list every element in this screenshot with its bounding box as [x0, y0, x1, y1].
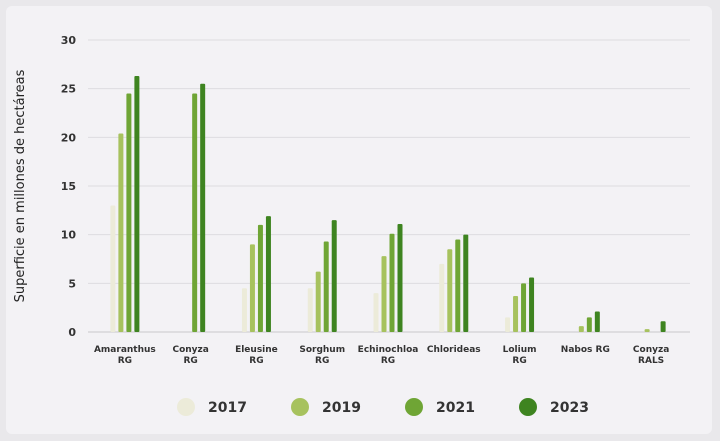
bar-2017-4	[373, 293, 379, 332]
bar-2019-3	[315, 271, 321, 332]
category-label: Amaranthus	[94, 345, 156, 355]
bar-2019-4	[381, 256, 387, 332]
bar-2017-0	[110, 205, 116, 332]
legend-swatch-2017	[177, 398, 195, 416]
bar-2021-4	[389, 233, 395, 332]
bar-2019-7	[578, 326, 584, 332]
bar-2021-6	[521, 283, 527, 332]
legend-swatch-2019	[291, 398, 309, 416]
bar-2021-2	[257, 224, 263, 332]
category-label: Echinochloa	[358, 345, 419, 355]
bar-2021-3	[323, 241, 329, 332]
bar-2023-0	[134, 76, 140, 332]
category-label: RG	[315, 356, 329, 366]
category-label: Chlorideas	[427, 345, 481, 355]
category-label: RG	[381, 356, 395, 366]
bar-2023-8	[660, 321, 666, 332]
bar-2023-3	[331, 220, 337, 332]
category-label: RG	[118, 356, 132, 366]
category-label: RG	[184, 356, 198, 366]
category-label: RG	[249, 356, 263, 366]
y-tick-label: 10	[61, 229, 77, 242]
legend-label-2021: 2021	[436, 400, 475, 416]
bar-2017-2	[241, 288, 247, 332]
y-tick-label: 15	[61, 180, 76, 193]
bar-2021-1	[192, 93, 198, 333]
category-label: Lolium	[503, 345, 537, 355]
bar-2019-0	[118, 133, 124, 332]
category-label: RG	[512, 356, 526, 366]
bar-2023-7	[594, 311, 600, 332]
y-tick-label: 25	[61, 83, 76, 96]
bar-2021-0	[126, 93, 132, 333]
bar-2019-6	[513, 295, 519, 332]
y-tick-label: 5	[68, 277, 76, 290]
bar-2023-2	[265, 216, 271, 332]
legend-label-2019: 2019	[322, 400, 361, 416]
bar-2023-5	[463, 234, 469, 332]
category-label: Sorghum	[299, 345, 345, 355]
chart-frame	[6, 6, 712, 434]
bar-2017-5	[439, 263, 445, 332]
category-label: Conyza	[633, 345, 669, 355]
legend-label-2023: 2023	[550, 400, 589, 416]
legend-label-2017: 2017	[208, 400, 247, 416]
y-axis-label: Superficie en millones de hectáreas	[13, 69, 28, 302]
bar-2023-4	[397, 223, 403, 332]
bar-2021-7	[586, 317, 592, 332]
legend-swatch-2023	[519, 398, 537, 416]
bar-2019-8	[644, 329, 650, 332]
category-label: Eleusine	[235, 345, 278, 355]
y-tick-label: 20	[61, 131, 77, 144]
y-tick-label: 30	[61, 34, 77, 47]
bar-2017-6	[505, 317, 511, 332]
bar-2023-1	[200, 83, 206, 332]
category-label: Nabos RG	[561, 345, 610, 355]
legend-swatch-2021	[405, 398, 423, 416]
bar-2019-2	[249, 244, 255, 332]
bar-2023-6	[529, 277, 535, 332]
bar-2019-5	[447, 249, 453, 332]
category-label: RALS	[638, 356, 664, 366]
y-tick-label: 0	[68, 326, 76, 339]
bar-2017-3	[307, 288, 313, 332]
category-label: Conyza	[172, 345, 208, 355]
bar-2021-5	[455, 239, 461, 332]
